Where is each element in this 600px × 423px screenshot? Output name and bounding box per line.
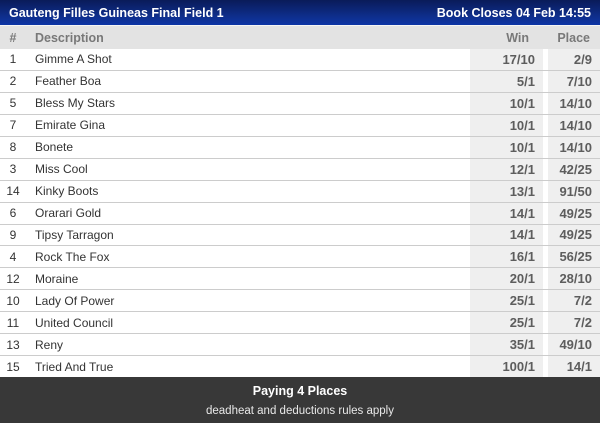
page-title: Gauteng Filles Guineas Final Field 1 [9, 5, 224, 20]
runner-name: Tried And True [35, 359, 114, 374]
runner-name: Tipsy Tarragon [35, 227, 114, 242]
table-row: 13 Reny 35/1 49/10 [0, 334, 600, 357]
runner-number: 14 [6, 184, 20, 199]
win-odds-cell[interactable]: 5/1 [470, 70, 543, 92]
win-odds-cell[interactable]: 10/1 [470, 92, 543, 114]
runner-name: United Council [35, 315, 114, 330]
column-header-description: Description [35, 30, 104, 45]
runner-number: 9 [9, 227, 17, 242]
place-odds-cell[interactable]: 14/1 [548, 356, 600, 378]
table-row: 12 Moraine 20/1 28/10 [0, 268, 600, 291]
place-odds-cell[interactable]: 14/10 [548, 136, 600, 158]
footer-bar: Paying 4 Places deadheat and deductions … [0, 377, 600, 423]
place-odds-cell[interactable]: 14/10 [548, 92, 600, 114]
win-odds-cell[interactable]: 13/1 [470, 180, 543, 202]
paying-places-label: Paying 4 Places [252, 383, 348, 398]
table-row: 3 Miss Cool 12/1 42/25 [0, 158, 600, 181]
runner-number: 8 [9, 140, 17, 155]
win-odds-cell[interactable]: 17/10 [470, 49, 543, 70]
column-header-place: Place [557, 30, 590, 45]
runner-name: Feather Boa [35, 74, 102, 89]
runner-number: 4 [9, 249, 17, 264]
win-odds-cell[interactable]: 16/1 [470, 246, 543, 268]
runner-number: 2 [9, 74, 17, 89]
runner-number: 1 [9, 52, 17, 67]
runner-number: 11 [6, 315, 20, 330]
table-row: 9 Tipsy Tarragon 14/1 49/25 [0, 224, 600, 247]
table-row: 1 Gimme A Shot 17/10 2/9 [0, 49, 600, 71]
runner-number: 12 [6, 271, 20, 286]
win-odds-cell[interactable]: 20/1 [470, 268, 543, 290]
book-closes-time: Book Closes 04 Feb 14:55 [436, 5, 591, 20]
runner-name: Moraine [35, 271, 79, 286]
win-odds-cell[interactable]: 12/1 [470, 158, 543, 180]
place-odds-cell[interactable]: 49/25 [548, 224, 600, 246]
table-row: 7 Emirate Gina 10/1 14/10 [0, 114, 600, 137]
place-odds-cell[interactable]: 49/10 [548, 334, 600, 356]
place-odds-cell[interactable]: 14/10 [548, 114, 600, 136]
table-row: 2 Feather Boa 5/1 7/10 [0, 70, 600, 93]
win-odds-cell[interactable]: 10/1 [470, 114, 543, 136]
table-row: 14 Kinky Boots 13/1 91/50 [0, 180, 600, 203]
runner-name: Bonete [35, 140, 74, 155]
win-odds-cell[interactable]: 35/1 [470, 334, 543, 356]
place-odds-cell[interactable]: 91/50 [548, 180, 600, 202]
rules-note: deadheat and deductions rules apply [206, 404, 394, 417]
place-odds-cell[interactable]: 42/25 [548, 158, 600, 180]
place-odds-cell[interactable]: 49/25 [548, 202, 600, 224]
runner-name: Bless My Stars [35, 96, 116, 111]
win-odds-cell[interactable]: 14/1 [470, 224, 543, 246]
table-row: 4 Rock The Fox 16/1 56/25 [0, 246, 600, 269]
runner-number: 6 [9, 206, 17, 221]
place-odds-cell[interactable]: 7/2 [548, 290, 600, 312]
table-header: # Description Win Place [0, 25, 600, 49]
runner-number: 13 [6, 337, 20, 352]
place-odds-cell[interactable]: 7/2 [548, 312, 600, 334]
win-odds-cell[interactable]: 25/1 [470, 290, 543, 312]
column-header-number: # [9, 30, 17, 45]
win-odds-cell[interactable]: 25/1 [470, 312, 543, 334]
runner-name: Emirate Gina [35, 118, 106, 133]
runner-number: 5 [9, 96, 17, 111]
place-odds-cell[interactable]: 2/9 [548, 49, 600, 70]
runner-name: Reny [35, 337, 64, 352]
table-row: 11 United Council 25/1 7/2 [0, 312, 600, 335]
runner-name: Orarari Gold [35, 206, 102, 221]
table-row: 6 Orarari Gold 14/1 49/25 [0, 202, 600, 225]
runner-number: 3 [9, 162, 17, 177]
runner-name: Miss Cool [35, 162, 88, 177]
runner-name: Lady Of Power [35, 293, 115, 308]
runner-name: Rock The Fox [35, 249, 110, 264]
runner-number: 10 [6, 293, 20, 308]
runner-number: 7 [9, 118, 17, 133]
runner-name: Kinky Boots [35, 184, 99, 199]
runner-number: 15 [6, 359, 20, 374]
table-row: 8 Bonete 10/1 14/10 [0, 136, 600, 159]
place-odds-cell[interactable]: 28/10 [548, 268, 600, 290]
place-odds-cell[interactable]: 56/25 [548, 246, 600, 268]
win-odds-cell[interactable]: 100/1 [470, 356, 543, 378]
table-row: 5 Bless My Stars 10/1 14/10 [0, 92, 600, 115]
place-odds-cell[interactable]: 7/10 [548, 70, 600, 92]
title-bar: Gauteng Filles Guineas Final Field 1 Boo… [0, 0, 600, 25]
runner-name: Gimme A Shot [35, 52, 112, 67]
table-row: 15 Tried And True 100/1 14/1 [0, 356, 600, 378]
table-body: 1 Gimme A Shot 17/10 2/9 2 Feather Boa 5/1 7/10… [0, 49, 600, 378]
win-odds-cell[interactable]: 14/1 [470, 202, 543, 224]
win-odds-cell[interactable]: 10/1 [470, 136, 543, 158]
column-header-win: Win [506, 30, 529, 45]
table-row: 10 Lady Of Power 25/1 7/2 [0, 290, 600, 313]
